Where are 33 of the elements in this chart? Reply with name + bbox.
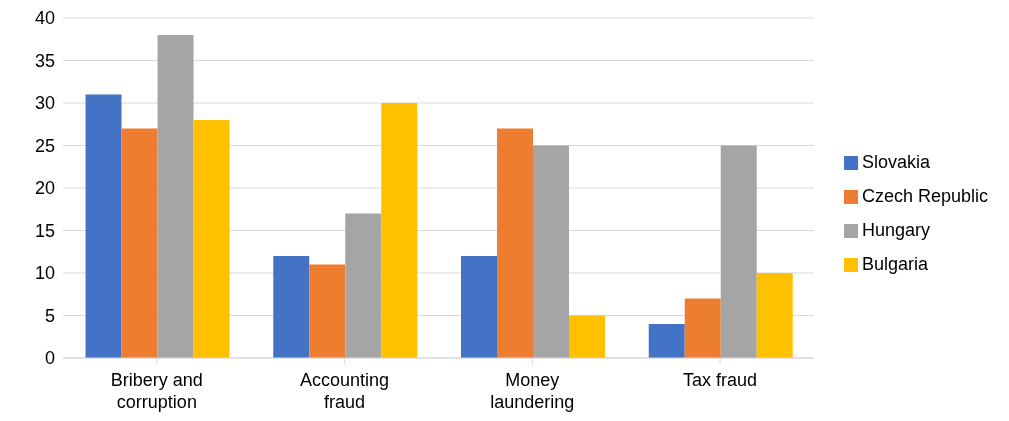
bar — [756, 273, 793, 358]
bar — [461, 256, 497, 358]
bar — [157, 35, 194, 358]
x-tick-label: Accounting fraud — [300, 370, 390, 412]
bar — [193, 120, 230, 358]
y-tick-label: 5 — [44, 305, 55, 326]
x-tick-label: Bribery and corruption — [110, 370, 203, 412]
legend-label: Bulgaria — [861, 254, 928, 274]
bar — [345, 213, 382, 358]
bar — [533, 145, 569, 358]
bar — [309, 264, 346, 358]
y-tick-label: 10 — [34, 263, 55, 284]
y-tick-label: 15 — [34, 220, 55, 241]
legend-label: Czech Republic — [861, 186, 988, 206]
bar — [85, 94, 122, 358]
bar — [497, 128, 533, 358]
y-tick-label: 25 — [34, 135, 55, 156]
x-tick-label: Money laundering — [490, 370, 575, 412]
y-tick-label: 30 — [34, 93, 55, 114]
bar — [720, 145, 757, 358]
bar — [684, 298, 721, 358]
y-tick-label: 20 — [34, 178, 55, 199]
y-tick-label: 40 — [34, 8, 55, 29]
legend-label: Hungary — [861, 220, 930, 240]
legend-label: Slovakia — [861, 152, 930, 172]
x-tick-label: Tax fraud — [683, 370, 758, 390]
bar — [648, 324, 685, 358]
y-tick-label: 35 — [34, 50, 55, 71]
bar — [273, 256, 310, 358]
bar — [121, 128, 158, 358]
y-tick-label: 0 — [44, 348, 55, 369]
bar — [569, 315, 605, 358]
bar — [381, 103, 418, 358]
